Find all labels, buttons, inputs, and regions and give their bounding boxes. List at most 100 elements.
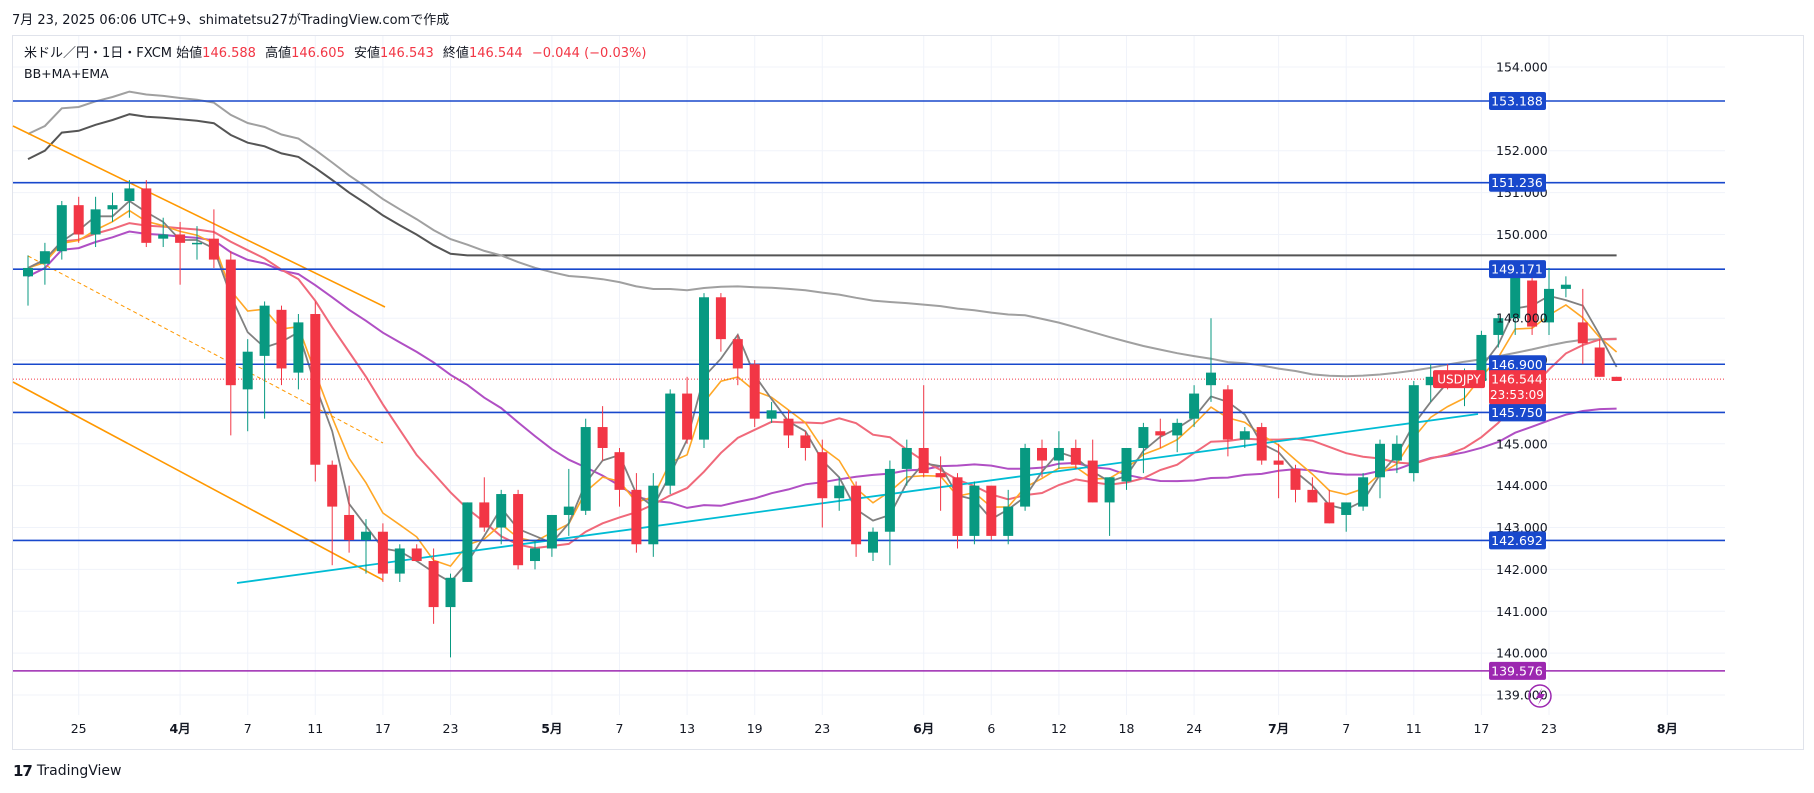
x-tick-label: 7 — [616, 721, 624, 736]
x-tick-label: 23 — [443, 721, 459, 736]
candle — [1307, 477, 1318, 503]
candle-body — [394, 548, 405, 574]
candle — [1527, 267, 1538, 335]
candle — [1037, 439, 1047, 478]
x-tick-label: 23 — [1541, 721, 1557, 736]
candle — [462, 502, 473, 582]
x-tick-label: 24 — [1186, 721, 1202, 736]
candle — [1053, 431, 1064, 469]
alert-icon[interactable] — [1528, 684, 1552, 708]
candle-body — [1560, 284, 1571, 289]
x-tick-label: 7 — [244, 721, 252, 736]
candle — [293, 314, 304, 390]
current-price-value: 146.544 — [1491, 372, 1543, 387]
candle — [918, 385, 929, 478]
candle-body — [1375, 443, 1385, 478]
candle-body — [293, 322, 304, 373]
y-tick-label: 150.000 — [1496, 227, 1548, 242]
candle — [817, 439, 828, 528]
candle — [1358, 473, 1369, 511]
candle — [1290, 464, 1301, 503]
low-value: 146.543 — [380, 46, 434, 61]
channel-upper-line — [12, 125, 386, 308]
candle-body — [986, 485, 997, 536]
candle-body — [952, 477, 963, 536]
candle-body — [665, 393, 676, 486]
high-value: 146.605 — [291, 46, 345, 61]
level-price-label-bg — [1489, 403, 1546, 422]
candle — [124, 180, 135, 218]
candle-body — [1341, 502, 1352, 515]
y-tick-label: 139.000 — [1496, 688, 1548, 703]
candle-body — [580, 427, 591, 511]
candle-body — [969, 485, 980, 536]
x-tick-label: 17 — [1473, 721, 1489, 736]
candle — [952, 473, 963, 549]
level-price-label-text: 139.576 — [1491, 663, 1543, 678]
candle-body — [39, 251, 50, 264]
candle-body — [1476, 334, 1487, 381]
candle — [208, 209, 219, 268]
indicators-label[interactable]: BB+MA+EMA — [24, 66, 109, 81]
candle-body — [901, 447, 912, 469]
candle-body — [614, 452, 625, 490]
ema-line-red — [27, 222, 1617, 550]
candle-body — [208, 238, 219, 260]
level-price-label: 149.171 — [1489, 260, 1546, 279]
level-price-label-text: 145.750 — [1491, 405, 1543, 420]
candle-body — [73, 205, 84, 235]
chart-caption: 7月 23, 2025 06:06 UTC+9、shimatetsu27がTra… — [12, 13, 450, 28]
candle-body — [546, 514, 557, 549]
candle — [1560, 276, 1571, 298]
candle-body — [344, 514, 355, 541]
candle-body — [597, 427, 608, 448]
chart-legend: 米ドル／円・1日・FXCM 始値146.588 高値146.605 安値146.… — [24, 44, 651, 84]
ma-line-long — [27, 113, 1617, 257]
candles — [23, 180, 1622, 658]
candle — [1493, 314, 1504, 348]
x-tick-label: 8月 — [1657, 721, 1678, 736]
candle — [1375, 439, 1385, 499]
candle-body — [1358, 477, 1369, 507]
level-price-label: 145.750 — [1489, 403, 1546, 422]
level-price-label-bg — [1489, 91, 1546, 110]
candle — [56, 200, 67, 260]
candle — [1544, 267, 1554, 335]
candle-body — [1391, 443, 1402, 461]
candle-body — [631, 489, 642, 545]
candle-body — [783, 418, 794, 436]
x-tick-label: 11 — [307, 721, 323, 736]
candle — [834, 477, 845, 511]
candle — [496, 489, 507, 545]
level-price-label-bg — [1489, 173, 1546, 192]
candle-body — [1510, 272, 1521, 319]
candle-body — [445, 577, 456, 608]
candle-body — [175, 234, 186, 243]
candle-body — [1239, 431, 1250, 440]
x-tick-label: 13 — [679, 721, 695, 736]
candle — [648, 473, 659, 557]
low-label: 安値 — [354, 46, 381, 61]
candle — [175, 221, 186, 285]
candle — [682, 376, 693, 444]
symbol-label[interactable]: 米ドル／円・1日・FXCM — [24, 46, 173, 61]
candle-body — [868, 531, 878, 553]
ma-line-mid — [27, 90, 1617, 378]
channel-mid-line — [27, 255, 384, 444]
candle-body — [766, 410, 777, 419]
candle — [935, 456, 946, 511]
candle-body — [1408, 385, 1419, 474]
candle — [1324, 489, 1335, 524]
close-value: 146.544 — [468, 46, 523, 61]
tradingview-logo[interactable]: 17 TradingView — [13, 762, 121, 780]
x-tick-label: 19 — [747, 721, 763, 736]
candle-body — [242, 351, 253, 390]
candle-body — [276, 309, 287, 369]
candle — [1104, 477, 1115, 536]
candle-body — [327, 464, 338, 507]
candle — [428, 548, 439, 624]
candle-body — [1324, 502, 1335, 524]
x-tick-label: 23 — [814, 721, 830, 736]
candle — [361, 519, 371, 574]
